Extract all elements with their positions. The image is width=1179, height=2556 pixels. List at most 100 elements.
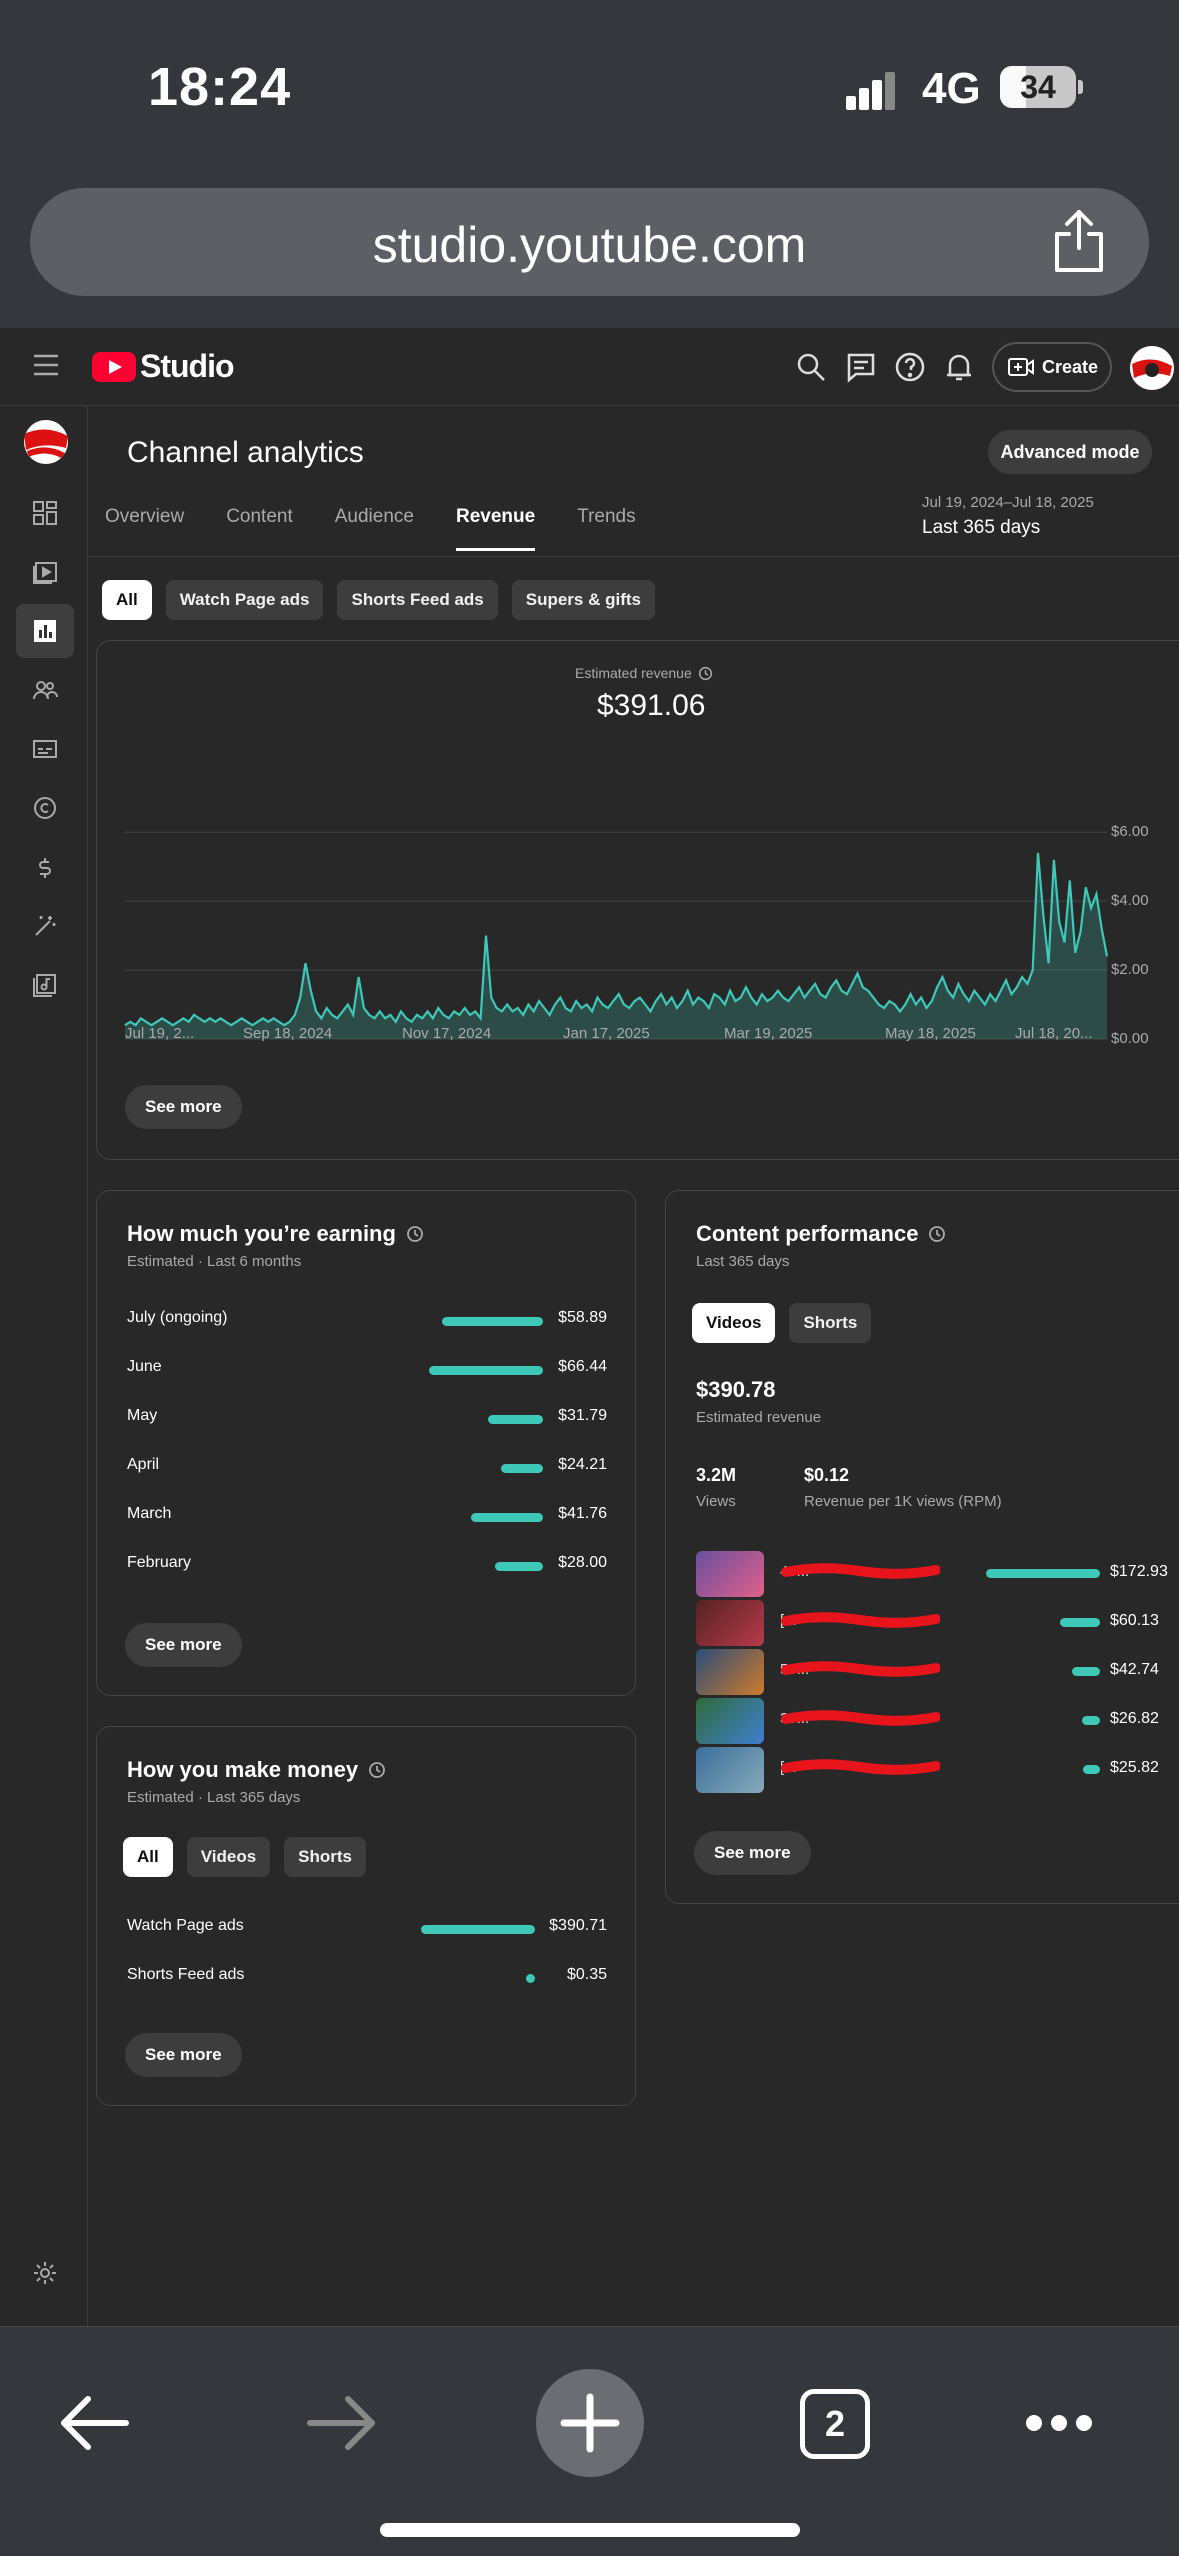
clock-icon[interactable] xyxy=(368,1761,386,1779)
earnings-row[interactable]: March $41.76 xyxy=(127,1505,607,1529)
audio-library-icon[interactable] xyxy=(16,958,74,1012)
rpm-value: $0.12 xyxy=(804,1465,850,1485)
money-source-row[interactable]: Watch Page ads $390.71 xyxy=(127,1917,607,1941)
video-thumbnail[interactable] xyxy=(696,1600,764,1646)
create-label: Create xyxy=(1042,356,1099,377)
money-see-more-button[interactable]: See more xyxy=(125,2033,242,2077)
performance-chip-videos[interactable]: Videos xyxy=(692,1303,776,1343)
clock-icon[interactable] xyxy=(698,666,713,681)
clock-icon[interactable] xyxy=(406,1225,424,1243)
date-range-label: Last 365 days xyxy=(922,517,1041,538)
video-row[interactable]: 3#... $26.82 xyxy=(696,1698,1179,1744)
video-thumbnail[interactable] xyxy=(696,1747,764,1793)
studio-logo[interactable]: Studio xyxy=(92,348,235,385)
earnings-label: June xyxy=(127,1358,162,1375)
performance-chip-shorts[interactable]: Shorts xyxy=(789,1303,872,1343)
address-bar[interactable]: studio.youtube.com xyxy=(30,188,1149,296)
create-button[interactable]: Create xyxy=(992,342,1112,392)
clock-icon[interactable] xyxy=(928,1225,946,1243)
revenue-label-row: Estimated revenue xyxy=(575,665,713,681)
add-video-icon xyxy=(1008,358,1034,376)
earnings-label: July (ongoing) xyxy=(127,1309,228,1326)
earnings-label: May xyxy=(127,1407,158,1424)
chip-watch-page-ads[interactable]: Watch Page ads xyxy=(165,580,324,620)
tabs-button[interactable]: 2 xyxy=(800,2389,870,2459)
content-icon[interactable] xyxy=(16,545,74,599)
tab-trends[interactable]: Trends xyxy=(577,506,636,527)
notifications-icon[interactable] xyxy=(942,350,976,384)
account-avatar[interactable] xyxy=(1130,346,1174,390)
earn-icon[interactable] xyxy=(16,840,74,894)
help-icon[interactable] xyxy=(893,350,927,384)
earnings-value: $24.21 xyxy=(558,1456,607,1473)
community-icon[interactable] xyxy=(16,663,74,717)
back-arrow-icon[interactable] xyxy=(58,2393,130,2453)
money-chip-all[interactable]: All xyxy=(123,1837,173,1877)
video-thumbnail[interactable] xyxy=(696,1698,764,1744)
signal-icon xyxy=(846,72,895,110)
battery-tip xyxy=(1078,80,1083,94)
url-text[interactable]: studio.youtube.com xyxy=(372,217,807,273)
video-row[interactable]: 5#... $42.74 xyxy=(696,1649,1179,1695)
dashboard-icon[interactable] xyxy=(16,486,74,540)
money-chip-videos[interactable]: Videos xyxy=(186,1837,271,1877)
chip-all[interactable]: All xyxy=(102,580,152,620)
search-icon[interactable] xyxy=(794,350,828,384)
logo-text: Studio xyxy=(140,348,235,384)
more-icon[interactable] xyxy=(1024,2413,1094,2433)
analytics-icon[interactable] xyxy=(16,604,74,658)
share-icon[interactable] xyxy=(1049,208,1109,274)
chip-supers-gifts[interactable]: Supers & gifts xyxy=(511,580,655,620)
copyright-icon[interactable] xyxy=(16,781,74,835)
revenue-chart[interactable]: 32 xyxy=(97,821,1179,1061)
customization-icon[interactable] xyxy=(16,899,74,953)
redaction-scribble xyxy=(781,1612,940,1628)
tab-audience[interactable]: Audience xyxy=(334,506,414,527)
video-row[interactable]: [... $25.82 xyxy=(696,1747,1179,1793)
left-rail xyxy=(0,406,88,2326)
earnings-row[interactable]: May $31.79 xyxy=(127,1407,607,1431)
forward-arrow-icon[interactable] xyxy=(306,2393,378,2453)
earnings-see-more-button[interactable]: See more xyxy=(125,1623,242,1667)
tab-overview[interactable]: Overview xyxy=(105,506,185,527)
x-tick-label: Jan 17, 2025 xyxy=(563,1025,650,1042)
tab-revenue[interactable]: Revenue xyxy=(455,506,536,551)
earnings-row[interactable]: February $28.00 xyxy=(127,1554,607,1578)
network-type: 4G xyxy=(922,64,981,113)
content-performance-card: Content performance Last 365 days Videos… xyxy=(665,1190,1179,1904)
revenue-label: Estimated revenue xyxy=(575,665,692,681)
browser-bottom-bar: 2 xyxy=(0,2326,1179,2556)
x-tick-label: Sep 18, 2024 xyxy=(243,1025,333,1042)
video-thumbnail[interactable] xyxy=(696,1551,764,1597)
comments-icon[interactable] xyxy=(844,350,878,384)
earnings-bar xyxy=(494,1562,543,1571)
earnings-title: How much you’re earning xyxy=(127,1221,396,1246)
advanced-mode-button[interactable]: Advanced mode xyxy=(988,430,1152,474)
new-tab-button[interactable] xyxy=(536,2369,644,2477)
date-range-picker[interactable]: Jul 19, 2024–Jul 18, 2025 Last 365 days xyxy=(922,494,1094,539)
video-row[interactable]: [... $60.13 xyxy=(696,1600,1179,1646)
video-thumbnail[interactable] xyxy=(696,1649,764,1695)
money-source-row[interactable]: Shorts Feed ads $0.35 xyxy=(127,1966,607,1990)
video-row[interactable]: 4#... $172.93 xyxy=(696,1551,1179,1597)
performance-see-more-button[interactable]: See more xyxy=(694,1831,811,1875)
earnings-title-row: How much you’re earning xyxy=(127,1221,424,1247)
revenue-see-more-button[interactable]: See more xyxy=(125,1085,242,1129)
channel-avatar[interactable] xyxy=(24,420,68,464)
battery-icon: 34 xyxy=(1000,66,1076,108)
settings-icon[interactable] xyxy=(16,2246,74,2300)
earnings-row[interactable]: April $24.21 xyxy=(127,1456,607,1480)
redaction-scribble xyxy=(781,1759,940,1775)
tab-content[interactable]: Content xyxy=(226,506,293,527)
x-tick-label: May 18, 2025 xyxy=(885,1025,976,1042)
menu-icon[interactable] xyxy=(32,354,60,376)
subtitles-icon[interactable] xyxy=(16,722,74,776)
earnings-value: $31.79 xyxy=(558,1407,607,1424)
earnings-label: February xyxy=(127,1554,192,1571)
performance-title-row: Content performance xyxy=(696,1221,946,1247)
chip-shorts-feed-ads[interactable]: Shorts Feed ads xyxy=(337,580,498,620)
money-chip-shorts[interactable]: Shorts xyxy=(284,1837,367,1877)
money-source-value: $390.71 xyxy=(549,1917,607,1934)
earnings-row[interactable]: July (ongoing) $58.89 xyxy=(127,1309,607,1333)
earnings-row[interactable]: June $66.44 xyxy=(127,1358,607,1382)
